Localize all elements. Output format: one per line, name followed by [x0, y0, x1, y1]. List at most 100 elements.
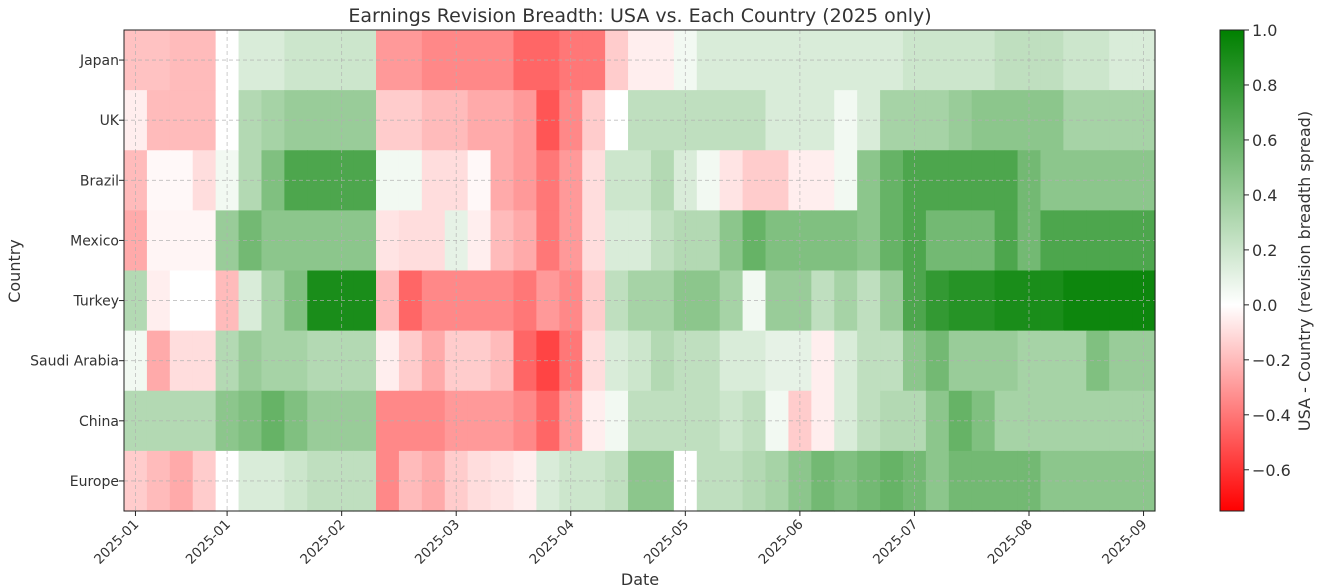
- y-axis: Japan UK Brazil Mexico Turkey Saudi Arabia Chi…: [30, 53, 124, 490]
- heatmap-cell: [1040, 30, 1064, 91]
- heatmap-cell: [536, 150, 560, 211]
- heatmap-cell: [811, 450, 835, 512]
- heatmap-cell: [788, 390, 812, 452]
- heatmap-cell: [1132, 90, 1156, 151]
- y-tick-label: Mexico: [70, 233, 119, 249]
- heatmap-cell: [1063, 210, 1087, 272]
- heatmap-cell: [398, 150, 423, 211]
- plot-frame: [123, 29, 1156, 512]
- heatmap-cell: [811, 210, 835, 272]
- heatmap-cell: [971, 150, 996, 211]
- y-tick-label: Turkey: [72, 294, 119, 310]
- x-tick-label: 2025-01: [91, 517, 142, 568]
- heatmap-cell: [307, 330, 331, 392]
- heatmap-cell: [376, 210, 400, 272]
- heatmap-cell: [902, 90, 927, 151]
- y-tick-label: Saudi Arabia: [30, 354, 119, 370]
- heatmap-cell: [628, 150, 652, 211]
- heatmap-cell: [1132, 390, 1156, 452]
- y-tick-label: Europe: [70, 474, 119, 490]
- heatmap-cell: [971, 270, 996, 332]
- x-tick-label: 2025-06: [756, 517, 807, 568]
- heatmap-cell: [284, 30, 308, 91]
- colorbar-tick-label: 0.8: [1252, 76, 1277, 95]
- heatmap-cell: [628, 390, 652, 452]
- heatmap-cell: [880, 90, 904, 151]
- heatmap-cell: [719, 330, 744, 392]
- heatmap-cell: [1040, 390, 1064, 452]
- heatmap-cell: [971, 450, 996, 512]
- heatmap-cell: [719, 210, 744, 272]
- y-tick-label: China: [79, 414, 119, 430]
- heatmap-cell: [376, 150, 400, 211]
- colorbar-tick-label: −0.6: [1252, 461, 1291, 480]
- heatmap-cell: [1063, 30, 1087, 91]
- y-tick-label: Brazil: [80, 173, 119, 189]
- heatmap-cell: [215, 270, 240, 332]
- colorbar-tick-label: −0.4: [1252, 406, 1291, 425]
- heatmap-cell: [398, 30, 423, 91]
- y-tick-label: UK: [100, 113, 120, 129]
- heatmap-cell: [146, 390, 171, 452]
- heatmap-cell: [788, 270, 812, 332]
- heatmap-cell: [788, 90, 812, 151]
- heatmap-cell: [811, 90, 835, 151]
- heatmap-cell: [376, 390, 400, 452]
- heatmap-cell: [307, 30, 331, 91]
- heatmap-cell: [811, 270, 835, 332]
- heatmap-cell: [650, 330, 675, 392]
- heatmap-cell: [536, 90, 560, 151]
- heatmap-cell: [307, 390, 331, 452]
- heatmap-cell: [1063, 150, 1087, 211]
- heatmap-cell: [536, 210, 560, 272]
- heatmap-cell: [467, 450, 492, 512]
- heatmap-cell: [719, 30, 744, 91]
- heatmap-cell: [628, 270, 652, 332]
- heatmap-cell: [398, 390, 423, 452]
- x-axis-label: Date: [621, 570, 659, 587]
- x-tick-label: 2025-01: [183, 517, 234, 568]
- heatmap-cell: [376, 330, 400, 392]
- colorbar-tick-label: 0.0: [1252, 296, 1277, 315]
- colorbar-tick-label: 0.4: [1252, 186, 1277, 205]
- heatmap-cell: [376, 270, 400, 332]
- heatmap-cell: [376, 30, 400, 91]
- colorbar-tick-label: 0.2: [1252, 241, 1277, 260]
- heatmap-cell: [719, 90, 744, 151]
- heatmap-cell: [398, 330, 423, 392]
- heatmap-cell: [124, 90, 148, 151]
- chart-title: Earnings Revision Breadth: USA vs. Each …: [348, 5, 931, 27]
- heatmap-cell: [124, 270, 148, 332]
- heatmap-cell: [1063, 450, 1087, 512]
- heatmap-cell: [1063, 270, 1087, 332]
- heatmap-cell: [971, 390, 996, 452]
- heatmap-cell: [284, 330, 308, 392]
- heatmap-cell: [536, 390, 560, 452]
- heatmap-cell: [536, 30, 560, 91]
- heatmap-cells: [124, 30, 1156, 512]
- heatmap-cell: [467, 330, 492, 392]
- heatmap-cell: [628, 450, 652, 512]
- heatmap-cell: [880, 450, 904, 512]
- heatmap-cell: [650, 270, 675, 332]
- heatmap-cell: [880, 270, 904, 332]
- heatmap-cell: [467, 270, 492, 332]
- heatmap-cell: [650, 30, 675, 91]
- heatmap-cell: [215, 90, 240, 151]
- heatmap-cell: [880, 210, 904, 272]
- heatmap-cell: [971, 90, 996, 151]
- heatmap-cell: [467, 150, 492, 211]
- colorbar-tick-label: 1.0: [1252, 21, 1277, 40]
- heatmap-cell: [146, 270, 171, 332]
- x-tick-label: 2025-05: [641, 517, 692, 568]
- x-tick-label: 2025-03: [412, 517, 463, 568]
- heatmap-cell: [719, 390, 744, 452]
- heatmap-cell: [398, 90, 423, 151]
- heatmap-cell: [902, 270, 927, 332]
- colorbar: [1219, 29, 1245, 512]
- heatmap-cell: [1132, 270, 1156, 332]
- heatmap-cell: [284, 450, 308, 512]
- heatmap-cell: [880, 390, 904, 452]
- heatmap-cell: [536, 330, 560, 392]
